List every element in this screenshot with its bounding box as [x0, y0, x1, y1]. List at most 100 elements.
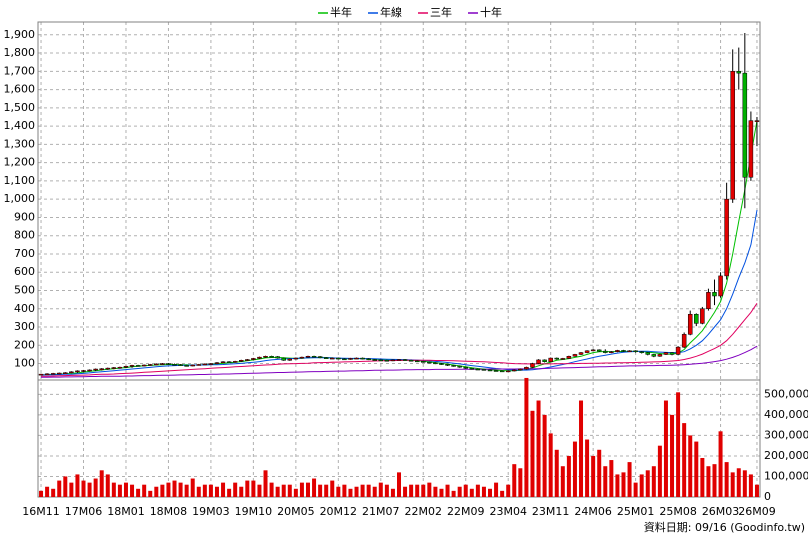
y-tick-label: 700 [14, 247, 35, 260]
candle-body [184, 365, 189, 367]
volume-bar [208, 484, 213, 497]
volume-bar [572, 441, 577, 497]
volume-bar [512, 464, 517, 497]
candle-body [263, 356, 268, 358]
candle-body [609, 351, 614, 353]
x-tick-label: 24M06 [574, 505, 612, 518]
volume-bar [221, 482, 226, 497]
candle-body [50, 373, 56, 375]
volume-bar [615, 474, 620, 497]
x-tick-label: 20M05 [277, 505, 315, 518]
candle-body [226, 361, 232, 363]
footer: 資料日期: 09/16 (Goodinfo.tw) [644, 520, 805, 534]
candle-body [99, 368, 104, 370]
candle-body [687, 313, 693, 335]
candle-body [675, 346, 681, 355]
candle-body [81, 370, 86, 372]
volume-bar [579, 400, 584, 497]
volume-bar [293, 488, 298, 497]
candle-body [663, 352, 669, 355]
candle-body [251, 358, 256, 360]
volume-bar [245, 480, 250, 497]
volume-bar [409, 484, 414, 497]
candle-body [366, 358, 371, 361]
candle-body [578, 352, 584, 355]
volume-bar [548, 433, 553, 497]
candle-body [457, 365, 462, 368]
candle-body [202, 363, 208, 366]
volume-bar [336, 486, 341, 497]
candle-body [123, 366, 129, 368]
volume-bar [81, 480, 86, 497]
volume-bar [324, 484, 329, 497]
volume-bar [99, 470, 104, 497]
y-tick-label: 400 [14, 302, 35, 315]
volume-bar [330, 480, 335, 497]
y-tick-label: 600 [14, 265, 35, 278]
volume-bar [463, 484, 468, 497]
candle-body [378, 359, 384, 362]
volume-bar [75, 474, 80, 497]
candle-body [512, 369, 517, 372]
candle-body [718, 275, 723, 297]
candle-body [615, 350, 620, 352]
volume-bar [585, 439, 590, 497]
candle-body [724, 198, 729, 277]
x-tick-label: 25M01 [617, 505, 655, 518]
x-tick-label: 19M03 [192, 505, 230, 518]
volume-bar [518, 468, 523, 497]
volume-bar [93, 478, 98, 497]
volume-bar [366, 484, 371, 497]
y-tick-label: 1,600 [4, 83, 36, 96]
volume-bar [712, 464, 717, 497]
volume-bar [214, 486, 219, 497]
y-tick-label: 1,700 [4, 64, 36, 77]
candle-body [281, 357, 286, 361]
volume-bar [130, 484, 135, 497]
candle-body [518, 368, 523, 371]
candle-body [372, 359, 377, 361]
volume-bar [57, 480, 62, 497]
volume-bar [748, 474, 753, 497]
candle-body [669, 352, 675, 355]
candle-body [396, 359, 402, 361]
volume-bar [312, 478, 317, 497]
candle-body [548, 357, 553, 362]
y2-tick-label: 300,000 [764, 428, 808, 441]
x-tick-label: 18M08 [150, 505, 188, 518]
x-tick-label: 17M06 [65, 505, 103, 518]
candle-body [287, 358, 293, 361]
candle-body [311, 356, 317, 358]
volume-bar [117, 484, 122, 497]
candle-body [633, 350, 638, 353]
volume-bar [233, 482, 238, 497]
candle-body [360, 357, 365, 360]
volume-bar [700, 458, 705, 497]
volume-bar [609, 460, 614, 497]
candle-body [469, 368, 475, 370]
y2-tick-label: 0 [764, 490, 771, 503]
candle-body [596, 349, 602, 352]
y-tick-label: 1,300 [4, 137, 36, 150]
x-tick-label: 22M09 [447, 505, 485, 518]
candle-body [445, 364, 450, 366]
volume-bar [384, 484, 389, 497]
volume-bar [257, 484, 262, 497]
volume-bar [639, 474, 644, 497]
x-tick-label: 16M11 [22, 505, 60, 518]
candle-body [748, 120, 754, 178]
x-tick-label: 26M09 [738, 505, 776, 518]
volume-bar [136, 488, 141, 497]
candle-body [154, 363, 159, 366]
candle-body [172, 364, 177, 366]
candle-body [681, 334, 687, 348]
y-tick-label: 1,000 [4, 192, 36, 205]
volume-bar [688, 435, 693, 497]
candle-body [408, 360, 414, 362]
y-tick-label: 1,400 [4, 119, 36, 132]
candle-body [239, 360, 244, 362]
candle-body [38, 373, 44, 376]
y-tick-label: 500 [14, 284, 35, 297]
